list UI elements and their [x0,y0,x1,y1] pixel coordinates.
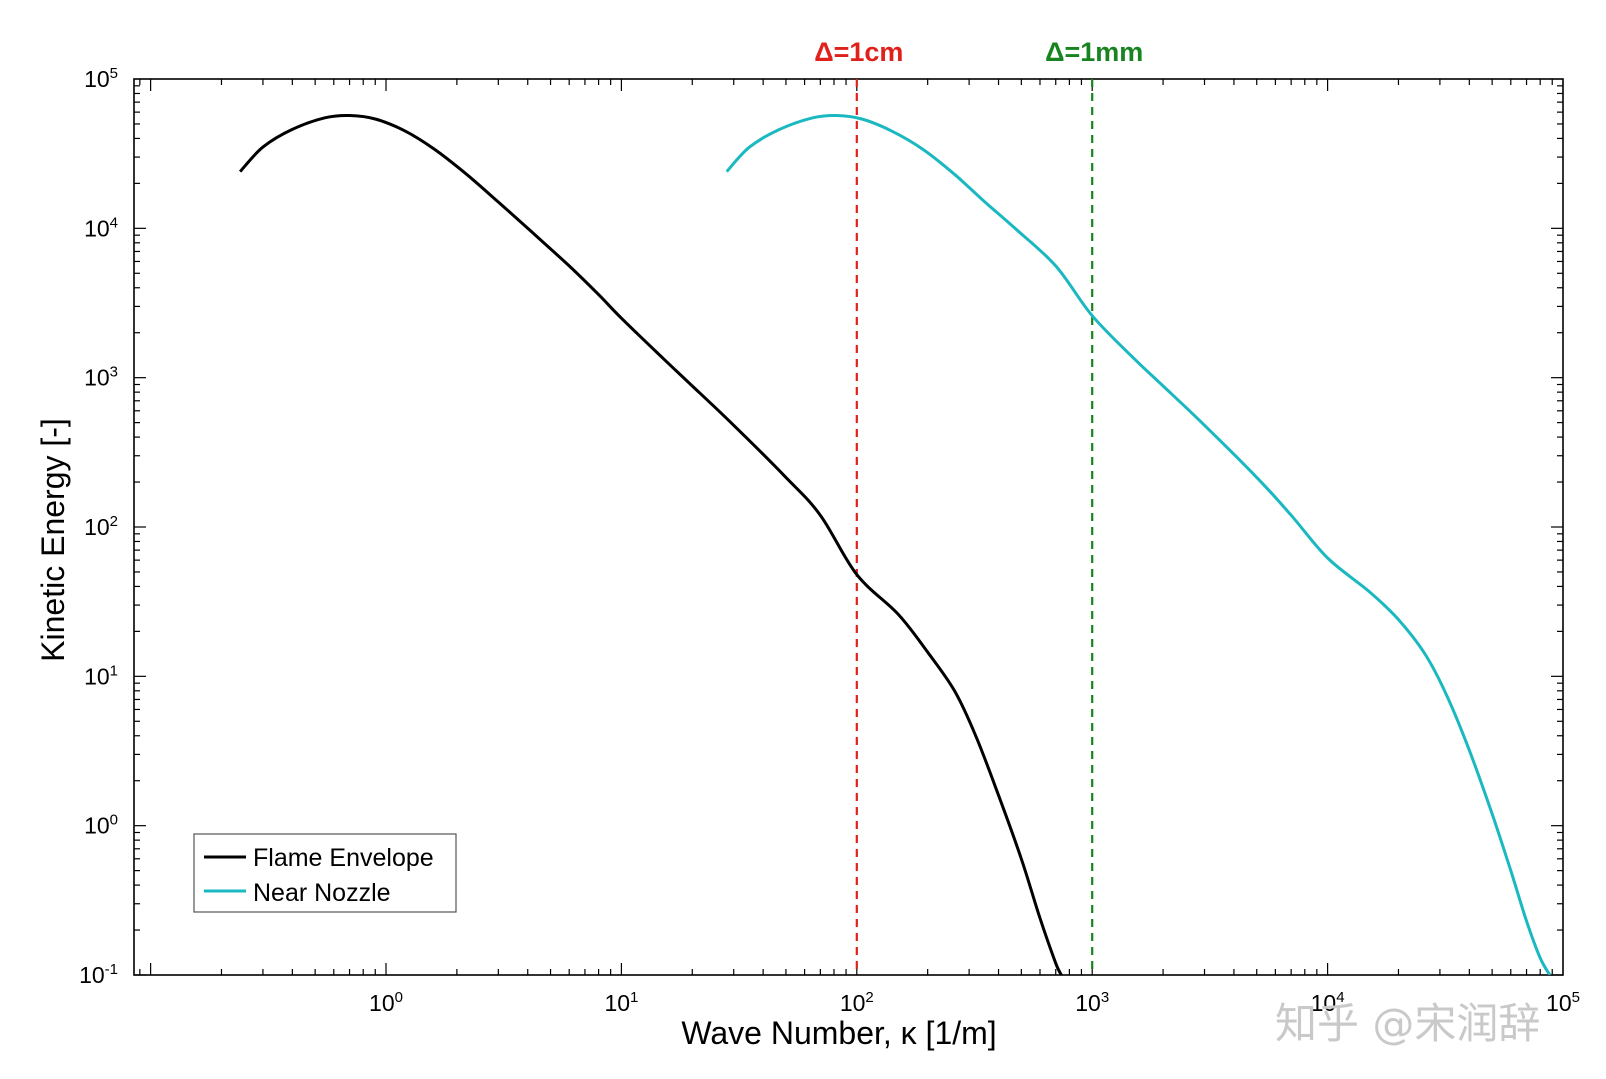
x-tick-label: 100 [369,989,403,1016]
watermark: 知乎 @宋润辞 [1275,999,1541,1048]
legend-box [193,833,457,913]
y-tick-label: 101 [84,662,118,689]
legend: Flame Envelope Near Nozzle [193,833,457,913]
x-axis-label: Wave Number, κ [1/m] [681,1015,996,1051]
series-line-near-nozzle [725,113,1552,975]
x-tick-label: 103 [1075,989,1109,1016]
legend-label-flame-envelope: Flame Envelope [253,844,434,872]
y-axis-label: Kinetic Energy [-] [35,418,71,662]
x-tick-label: 105 [1546,989,1580,1016]
x-tick-label: 102 [840,989,874,1016]
x-tick-label: 101 [604,989,638,1016]
y-tick-label: 105 [84,65,118,92]
legend-label-near-nozzle: Near Nozzle [253,879,391,907]
x-tick-label: 104 [1311,989,1345,1016]
series-line-flame-envelope [238,113,1063,975]
y-tick-label: 103 [84,364,118,391]
y-tick-label: 104 [84,214,118,241]
annotation-label: Δ=1mm [1045,37,1143,67]
y-tick-label: 10-1 [79,961,118,988]
annotation-label: Δ=1cm [814,37,903,67]
y-tick-label: 102 [84,513,118,540]
y-tick-label: 100 [84,812,118,839]
